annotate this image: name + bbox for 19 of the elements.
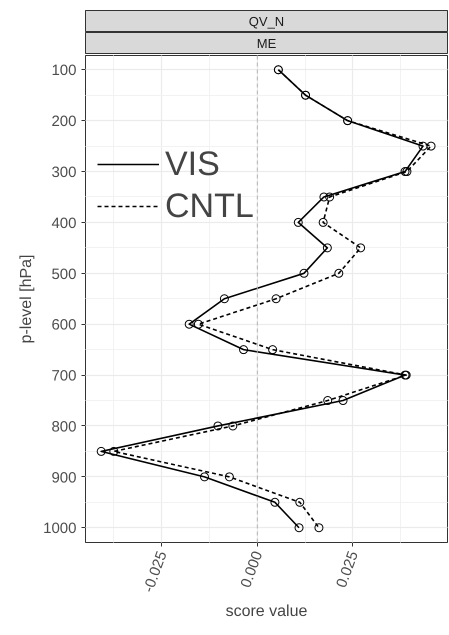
y-tick-label: 1000 <box>43 520 77 538</box>
chart-subtitle: ME <box>256 36 277 51</box>
y-tick-label: 700 <box>51 368 77 385</box>
y-tick-label: 400 <box>51 214 77 232</box>
y-tick-label: 100 <box>51 62 77 80</box>
y-tick-label: 900 <box>51 469 77 486</box>
legend-label: VIS <box>165 144 220 184</box>
chart-title: QV_N <box>248 14 284 29</box>
y-axis-title: p-level [hPa] <box>18 254 36 344</box>
legend-label: CNTL <box>165 186 254 226</box>
y-tick-label: 500 <box>51 266 77 283</box>
x-tick-label: -0.025 <box>140 548 171 595</box>
y-tick-label: 300 <box>51 164 77 182</box>
y-tick-label: 600 <box>51 316 77 334</box>
x-tick-label: 0.000 <box>237 548 266 590</box>
y-tick-label: 800 <box>51 418 77 436</box>
y-tick-label: 200 <box>51 113 77 130</box>
x-axis-title: score value <box>226 603 308 620</box>
x-tick-label: 0.025 <box>333 548 362 590</box>
